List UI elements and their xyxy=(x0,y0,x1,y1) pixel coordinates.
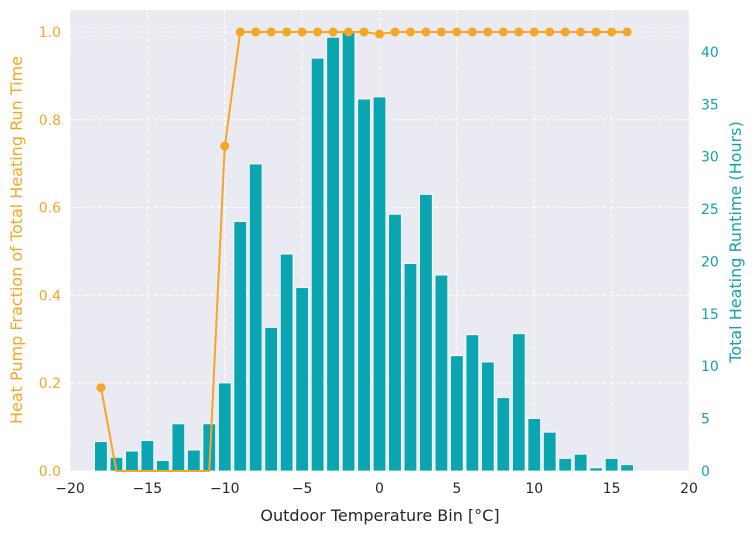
heat-pump-fraction-point xyxy=(375,29,384,39)
heat-pump-fraction-point xyxy=(467,27,477,37)
runtime-bar xyxy=(604,458,619,472)
runtime-bar xyxy=(295,287,309,472)
runtime-bar xyxy=(542,431,557,472)
right-y-tick-labels: 0 5 10 15 20 25 30 35 40 xyxy=(701,45,719,480)
runtime-bar xyxy=(620,464,634,472)
x-axis-label: Outdoor Temperature Bin [°C] xyxy=(260,506,499,525)
runtime-bar xyxy=(419,193,433,472)
x-tick-label: 10 xyxy=(525,481,543,497)
heat-pump-fraction-point xyxy=(359,27,369,37)
heat-pump-fraction-point xyxy=(545,27,555,37)
runtime-bar xyxy=(187,449,201,472)
runtime-bars xyxy=(94,30,634,472)
left-y-tick-labels: 0.0 0.2 0.4 0.6 0.8 1.0 xyxy=(39,25,61,480)
runtime-bar xyxy=(496,397,511,472)
heat-pump-fraction-point xyxy=(498,27,508,37)
runtime-bar xyxy=(264,327,278,472)
heat-pump-fraction-point xyxy=(591,27,601,37)
heat-pump-fraction-point xyxy=(328,27,338,37)
x-tick-label: −15 xyxy=(133,481,163,497)
heat-pump-fraction-point xyxy=(560,27,570,37)
runtime-bar xyxy=(357,98,371,472)
runtime-bar xyxy=(403,263,418,472)
runtime-bar xyxy=(388,213,402,472)
x-tick-label: 0 xyxy=(375,481,384,497)
heat-pump-fraction-point xyxy=(405,27,415,37)
heat-pump-fraction-point xyxy=(235,27,245,37)
right-y-tick-label: 5 xyxy=(701,412,710,428)
right-y-tick-label: 30 xyxy=(701,150,719,166)
runtime-bar xyxy=(248,163,263,472)
right-y-tick-label: 25 xyxy=(701,202,719,218)
runtime-bar xyxy=(512,333,526,472)
left-y-tick-label: 0.6 xyxy=(39,201,61,217)
right-y-axis-label: Total Heating Runtime (Hours) xyxy=(726,121,745,364)
heat-pump-fraction-point xyxy=(344,27,354,37)
right-y-tick-label: 15 xyxy=(701,307,719,323)
x-tick-label: 5 xyxy=(452,481,461,497)
x-tick-label: 15 xyxy=(603,481,621,497)
right-y-tick-label: 40 xyxy=(701,45,719,61)
heat-pump-fraction-point xyxy=(483,27,493,37)
runtime-bar xyxy=(279,253,294,472)
left-y-tick-label: 0.0 xyxy=(39,464,61,480)
runtime-bar xyxy=(94,441,108,472)
x-tick-label: 20 xyxy=(680,481,698,497)
runtime-bar xyxy=(465,334,480,472)
left-y-tick-label: 0.4 xyxy=(39,288,61,304)
right-y-tick-label: 0 xyxy=(701,464,710,480)
runtime-bar xyxy=(310,57,325,472)
x-tick-labels: −20 −15 −10 −5 0 5 10 15 20 xyxy=(55,481,698,497)
heat-pump-fraction-point xyxy=(452,27,462,37)
right-y-tick-label: 10 xyxy=(701,359,719,375)
heat-pump-fraction-point xyxy=(297,27,307,37)
runtime-bar xyxy=(156,460,170,472)
runtime-bar xyxy=(326,36,340,472)
runtime-bar xyxy=(558,458,572,472)
left-y-axis-label: Heat Pump Fraction of Total Heating Run … xyxy=(7,56,26,424)
runtime-bar xyxy=(372,96,387,472)
x-tick-label: −20 xyxy=(55,481,85,497)
runtime-bar xyxy=(434,274,449,472)
runtime-bar xyxy=(573,453,588,472)
heat-pump-fraction-point xyxy=(421,27,431,37)
runtime-bar xyxy=(125,450,139,472)
heat-pump-fraction-point xyxy=(622,27,632,37)
runtime-bar xyxy=(450,355,464,472)
runtime-bar xyxy=(341,30,356,472)
heat-pump-fraction-point xyxy=(266,27,276,37)
heat-pump-fraction-point xyxy=(576,27,586,37)
runtime-bar xyxy=(218,382,232,472)
right-y-tick-label: 20 xyxy=(701,254,719,270)
runtime-bar xyxy=(481,361,495,472)
heat-pump-fraction-point xyxy=(251,27,261,37)
right-y-tick-label: 35 xyxy=(701,97,719,113)
heat-pump-fraction-series xyxy=(96,27,632,472)
runtime-bar xyxy=(589,467,603,472)
heat-pump-fraction-point xyxy=(514,27,524,37)
runtime-bar xyxy=(527,418,541,472)
heat-pump-fraction-point xyxy=(96,383,106,393)
left-y-tick-label: 0.8 xyxy=(39,113,61,129)
runtime-bar xyxy=(233,221,247,472)
left-y-tick-label: 0.2 xyxy=(39,376,61,392)
heat-pump-fraction-point xyxy=(607,27,617,37)
heat-pump-fraction-point xyxy=(282,27,292,37)
heat-pump-fraction-point xyxy=(436,27,446,37)
heat-pump-fraction-point xyxy=(390,27,400,37)
runtime-bar xyxy=(171,423,186,472)
runtime-bar xyxy=(140,440,155,472)
x-tick-label: −5 xyxy=(292,481,313,497)
heat-pump-fraction-point xyxy=(529,27,539,37)
left-y-tick-label: 1.0 xyxy=(39,25,61,41)
x-tick-label: −10 xyxy=(210,481,240,497)
heat-pump-fraction-point xyxy=(220,141,230,151)
heat-pump-fraction-point xyxy=(313,27,323,37)
